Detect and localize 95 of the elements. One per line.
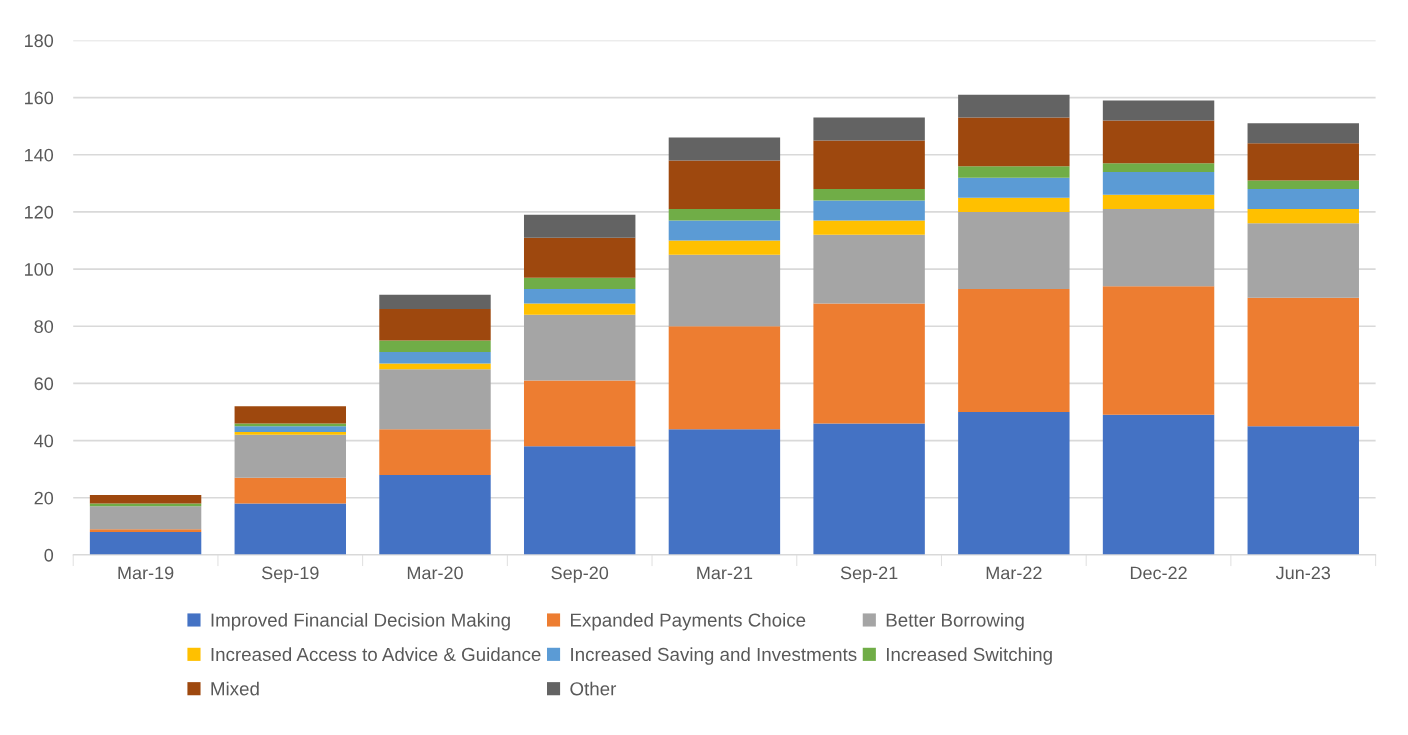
bar <box>668 429 781 555</box>
bar <box>379 351 491 364</box>
bar <box>1102 414 1215 555</box>
bar <box>1247 189 1359 210</box>
x-tick-label: Jun-23 <box>1275 566 1331 580</box>
bar <box>1102 171 1215 195</box>
bar <box>958 211 1070 290</box>
bar <box>668 137 781 161</box>
bar <box>89 494 202 504</box>
bar <box>523 380 636 447</box>
bar <box>958 117 1070 167</box>
bar <box>668 326 781 430</box>
bar <box>379 340 491 352</box>
bar <box>1102 209 1215 287</box>
bar <box>668 209 781 221</box>
x-tick-label: Mar-20 <box>407 566 463 580</box>
y-tick-label: 120 <box>25 205 54 219</box>
bar <box>1102 194 1215 210</box>
bar <box>234 477 346 504</box>
bar <box>813 117 925 141</box>
bar <box>89 529 202 533</box>
bar <box>234 434 346 478</box>
bar <box>668 254 781 327</box>
bar <box>1247 209 1359 224</box>
bar <box>958 412 1070 555</box>
bar <box>379 474 491 555</box>
bar <box>958 166 1070 178</box>
bar <box>1102 100 1215 121</box>
y-tick-label: 180 <box>25 34 54 48</box>
bar <box>813 220 925 235</box>
x-tick-label: Sep-20 <box>551 566 609 583</box>
y-tick-label: 20 <box>34 491 54 505</box>
x-tick-label: Dec-22 <box>1130 566 1187 580</box>
x-tick-label: Mar-21 <box>697 566 753 580</box>
bar <box>234 503 346 555</box>
bar <box>1247 297 1359 427</box>
x-tick-label: Sep-21 <box>840 566 898 583</box>
y-tick-label: 100 <box>25 263 54 276</box>
bar <box>668 220 781 241</box>
y-tick-label: 60 <box>34 377 54 391</box>
legend-label: Other <box>570 681 617 696</box>
legend-label: Improved Financial Decision Making <box>211 612 510 631</box>
bar <box>523 214 636 238</box>
bar <box>668 240 781 255</box>
bar <box>234 406 346 424</box>
bar <box>234 423 346 427</box>
bar <box>813 189 925 201</box>
y-tick-label: 160 <box>25 91 54 105</box>
legend-label: Expanded Payments Choice <box>571 612 806 631</box>
bar <box>958 94 1070 118</box>
bar <box>523 314 636 381</box>
y-tick-label: 80 <box>34 320 54 333</box>
bar <box>523 303 636 315</box>
bar <box>234 426 346 433</box>
bar <box>234 432 346 435</box>
bar <box>958 289 1070 413</box>
bar <box>813 200 925 221</box>
legend-label: Increased Switching <box>886 647 1052 665</box>
x-tick-label: Mar-22 <box>986 566 1042 580</box>
bar <box>958 177 1070 198</box>
bar <box>813 423 925 555</box>
x-tick-label: Mar-19 <box>118 566 174 580</box>
legend-label: Increased Access to Advice & Guidance <box>211 647 541 662</box>
bar <box>89 503 202 507</box>
bar <box>89 532 202 555</box>
bar <box>89 506 202 530</box>
y-tick-label: 40 <box>34 434 54 448</box>
bar <box>379 294 491 310</box>
bar <box>523 237 636 278</box>
bar <box>813 303 925 424</box>
bar <box>379 429 491 475</box>
bar <box>1102 163 1215 172</box>
y-tick-label: 140 <box>25 148 54 162</box>
x-tick-label: Sep-19 <box>261 566 319 583</box>
bar <box>813 234 925 304</box>
bar <box>379 363 491 370</box>
bar <box>813 140 925 190</box>
legend-label: Increased Saving and Investments <box>571 647 857 665</box>
bar <box>958 197 1070 212</box>
bar <box>523 446 636 555</box>
bar <box>523 277 636 290</box>
bar <box>1247 123 1359 144</box>
bar <box>379 369 491 430</box>
bar <box>1247 143 1359 181</box>
bar <box>1102 120 1215 164</box>
bar <box>1247 426 1359 555</box>
bar <box>379 309 491 341</box>
bar <box>1102 286 1215 415</box>
legend-label: Better Borrowing <box>886 612 1024 631</box>
bar <box>1247 223 1359 298</box>
bar <box>523 289 636 304</box>
bar <box>1247 180 1359 190</box>
y-tick-label: 0 <box>44 548 54 562</box>
bar <box>668 160 781 210</box>
legend-label: Mixed <box>211 681 259 696</box>
